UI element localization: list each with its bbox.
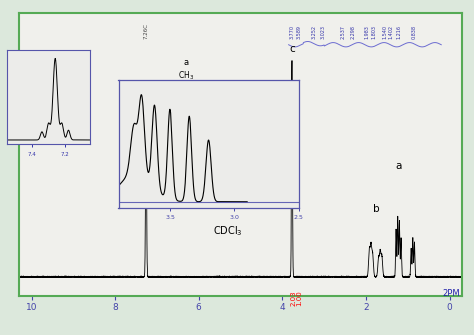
Text: 7.26C: 7.26C [144,23,148,39]
Text: a: a [183,58,189,67]
Text: 1.540: 1.540 [383,25,388,39]
Text: ): ) [169,88,179,112]
Text: (: ( [234,88,243,112]
Text: 1.983: 1.983 [364,25,369,39]
Text: O$=$C: O$=$C [194,113,216,123]
Text: 1.00: 1.00 [296,290,302,306]
Text: CDCl$_3$: CDCl$_3$ [213,224,243,238]
Text: CH$_3$: CH$_3$ [178,69,194,82]
Text: 2.03: 2.03 [290,290,296,306]
Text: c: c [192,134,197,143]
Text: 0.838: 0.838 [412,25,417,39]
Text: 3.023: 3.023 [321,25,326,39]
Text: 1.402: 1.402 [389,25,393,39]
Text: 2.537: 2.537 [341,25,346,39]
Text: b: b [373,204,380,214]
Text: CH$_2$—C: CH$_2$—C [199,91,228,103]
Text: a: a [395,161,402,171]
Text: 2PM: 2PM [442,289,460,298]
Text: OCH$_3$: OCH$_3$ [194,145,216,157]
Text: c: c [289,44,295,54]
Text: 3.252: 3.252 [311,25,316,39]
Text: 3.770: 3.770 [290,25,294,39]
Text: 2.298: 2.298 [351,25,356,39]
Text: n: n [166,106,171,115]
Text: 1.803: 1.803 [372,25,377,39]
Text: 1.216: 1.216 [396,25,401,39]
Text: 3.589: 3.589 [297,25,302,39]
Text: b: b [219,82,224,91]
Text: c: c [71,135,76,145]
